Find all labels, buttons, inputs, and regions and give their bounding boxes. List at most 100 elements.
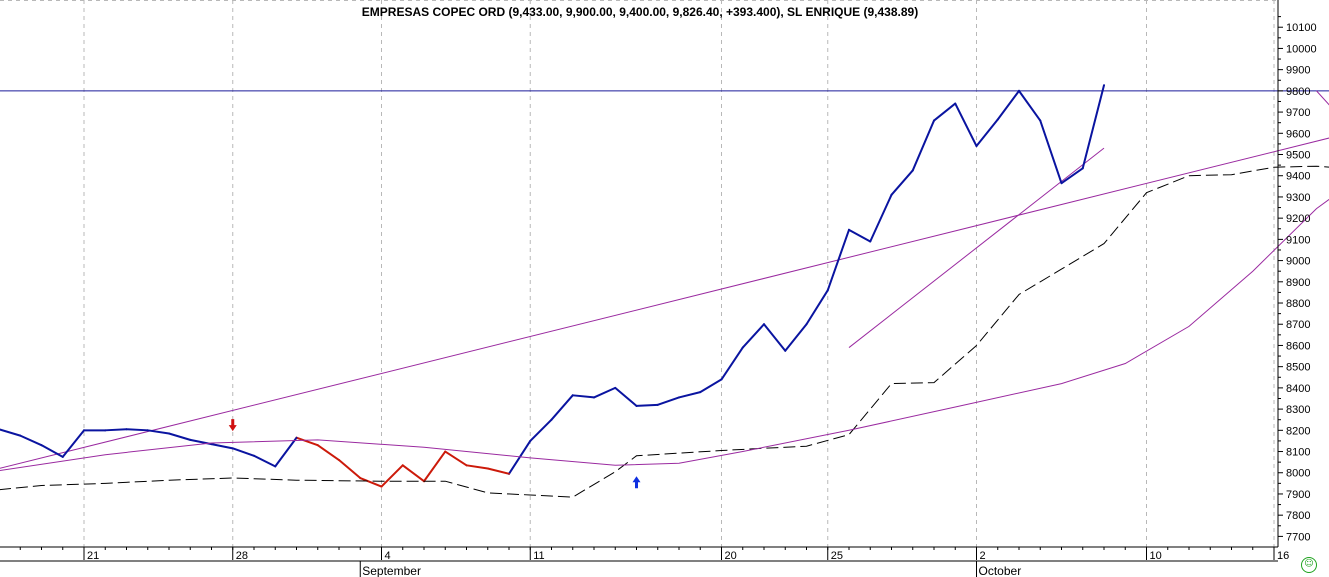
price-segment xyxy=(486,467,510,475)
price-segment xyxy=(359,477,383,488)
price-point xyxy=(635,405,638,407)
price-point xyxy=(210,443,213,446)
y-tick-label: 8600 xyxy=(1286,340,1310,352)
price-segment xyxy=(1081,84,1105,170)
y-tick-label: 9700 xyxy=(1286,107,1310,119)
price-point xyxy=(1103,84,1105,87)
price-point xyxy=(954,102,957,105)
series xyxy=(0,84,1329,498)
price-segment xyxy=(975,118,999,148)
price-point xyxy=(678,396,680,399)
price-point xyxy=(168,432,170,435)
smiley-icon: ☺ xyxy=(1301,557,1317,573)
price-point xyxy=(805,323,808,326)
y-tick-label: 9200 xyxy=(1286,213,1310,225)
price-point xyxy=(1081,167,1084,170)
price-point xyxy=(359,477,362,479)
price-segment xyxy=(996,89,1020,121)
x-tick-label: 11 xyxy=(533,550,544,562)
price-segment xyxy=(423,450,447,483)
price-segment xyxy=(316,444,340,462)
price-point xyxy=(189,438,192,441)
trend-lines xyxy=(0,90,1329,469)
y-tick-label: 9900 xyxy=(1286,65,1310,77)
price-point xyxy=(699,391,702,394)
price-point xyxy=(231,447,234,450)
y-tick-label: 8900 xyxy=(1286,277,1310,289)
price-point xyxy=(146,429,149,432)
y-tick-label: 8100 xyxy=(1286,447,1310,459)
price-segment xyxy=(826,228,850,292)
y-tick-label: 7700 xyxy=(1286,531,1310,543)
price-point xyxy=(1039,119,1042,122)
price-point xyxy=(933,119,935,122)
price-segment xyxy=(338,459,362,480)
x-tick-label: 16 xyxy=(1277,550,1289,562)
buy-arrow-icon xyxy=(632,476,641,489)
price-point xyxy=(720,378,723,381)
price-segment xyxy=(720,346,744,381)
y-tick-label: 10100 xyxy=(1286,22,1317,34)
price-segment xyxy=(401,464,425,483)
price-segment xyxy=(571,394,595,399)
x-tick-label: 10 xyxy=(1150,550,1162,562)
price-segment xyxy=(104,428,128,432)
month-label: October xyxy=(979,564,1022,577)
y-tick-label: 9300 xyxy=(1286,192,1310,204)
price-point xyxy=(1018,89,1020,92)
price-segment xyxy=(763,323,787,352)
y-tick-label: 8000 xyxy=(1286,468,1310,480)
price-point xyxy=(571,394,574,397)
price-point xyxy=(763,323,765,326)
price-segment xyxy=(954,102,978,148)
y-tick-label: 7800 xyxy=(1286,510,1310,522)
price-segment xyxy=(550,394,574,421)
price-point xyxy=(529,440,532,442)
price-segment xyxy=(146,429,170,435)
price-point xyxy=(253,454,255,457)
price-segment xyxy=(444,450,468,467)
price-segment xyxy=(210,443,234,450)
price-segment xyxy=(508,439,532,475)
price-segment xyxy=(741,323,765,349)
price-point xyxy=(295,436,298,439)
y-tick-label: 8700 xyxy=(1286,319,1310,331)
price-point xyxy=(465,464,468,467)
price-point xyxy=(316,444,319,447)
price-segment xyxy=(529,418,553,442)
y-tick-label: 9600 xyxy=(1286,128,1310,140)
y-tick-label: 9000 xyxy=(1286,256,1310,268)
y-tick-label: 7900 xyxy=(1286,489,1310,501)
price-segment xyxy=(699,378,723,394)
y-tick-label: 9800 xyxy=(1286,86,1310,98)
price-segment xyxy=(614,386,638,407)
price-point xyxy=(550,418,553,421)
price-point xyxy=(784,349,787,352)
y-tick-label: 9100 xyxy=(1286,234,1310,246)
price-segment xyxy=(0,428,22,437)
y-tick-label: 9400 xyxy=(1286,171,1310,183)
price-segment xyxy=(40,444,64,458)
price-segment xyxy=(869,193,893,243)
x-tick-label: 25 xyxy=(831,550,843,562)
month-label: September xyxy=(362,564,421,577)
stop-line-line xyxy=(0,165,1329,498)
price-segment xyxy=(380,464,404,488)
price-point xyxy=(338,459,340,461)
uptrend-line xyxy=(0,137,1329,469)
price-segment xyxy=(253,454,277,468)
y-tick-label: 9500 xyxy=(1286,150,1310,162)
x-tick-label: 4 xyxy=(385,550,391,562)
price-segment xyxy=(911,119,935,172)
price-segment xyxy=(295,436,319,447)
price-segment xyxy=(1018,89,1042,122)
y-tick-label: 8800 xyxy=(1286,298,1310,310)
price-point xyxy=(996,118,999,121)
price-point xyxy=(274,465,277,468)
price-segment xyxy=(635,403,659,407)
signal-arrows xyxy=(228,419,641,489)
price-point xyxy=(975,145,978,147)
y-tick-label: 8400 xyxy=(1286,383,1310,395)
